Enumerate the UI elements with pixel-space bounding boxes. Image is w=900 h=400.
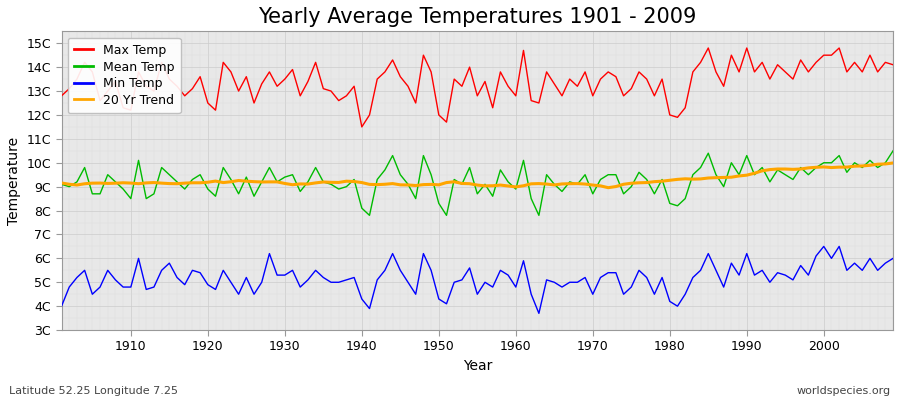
Text: Latitude 52.25 Longitude 7.25: Latitude 52.25 Longitude 7.25 [9, 386, 178, 396]
Title: Yearly Average Temperatures 1901 - 2009: Yearly Average Temperatures 1901 - 2009 [258, 7, 697, 27]
Legend: Max Temp, Mean Temp, Min Temp, 20 Yr Trend: Max Temp, Mean Temp, Min Temp, 20 Yr Tre… [68, 38, 181, 113]
Y-axis label: Temperature: Temperature [7, 137, 21, 225]
Text: worldspecies.org: worldspecies.org [796, 386, 891, 396]
X-axis label: Year: Year [463, 359, 492, 373]
